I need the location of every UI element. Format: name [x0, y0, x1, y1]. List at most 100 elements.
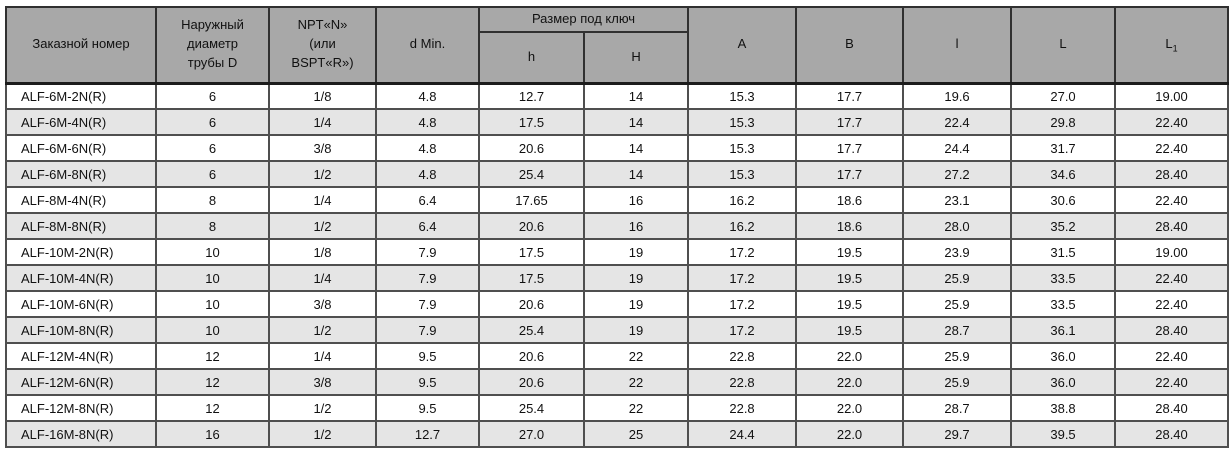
table-cell: 4.8: [375, 82, 480, 110]
table-cell: 17.2: [687, 238, 798, 266]
table-cell: 25.4: [478, 160, 585, 188]
table-cell: 17.5: [478, 108, 585, 136]
table-cell: 22.8: [687, 342, 798, 370]
table-cell: 36.0: [1010, 368, 1117, 396]
col-header-order-number: Заказной номер: [5, 6, 157, 84]
table-cell: 18.6: [795, 186, 905, 214]
col-header-thread: NPT«N» (или BSPT«R»): [268, 6, 377, 84]
col-header-l1: L1: [1114, 6, 1230, 84]
table-cell: 31.7: [1010, 134, 1117, 162]
table-cell: 14: [582, 82, 690, 110]
cell-order-number: ALF-10M-6N(R): [5, 290, 157, 318]
table-cell: 1/8: [268, 238, 377, 266]
table-row: ALF-16M-8N(R) 16 1/2 12.7 27.0 25 24.4 22.0 29.7…: [5, 420, 1230, 448]
table-cell: 23.9: [902, 238, 1013, 266]
cell-order-number: ALF-6M-6N(R): [5, 134, 157, 162]
table-row: ALF-12M-6N(R) 12 3/8 9.5 20.6 22 22.8 22.0 25.9 3…: [5, 368, 1230, 396]
col-header-a: A: [687, 6, 798, 84]
table-cell: 16: [582, 186, 690, 214]
table-cell: 22.40: [1114, 134, 1230, 162]
table-cell: 10: [155, 238, 270, 266]
col-header-l1-base: L: [1165, 36, 1173, 52]
table-cell: 7.9: [375, 316, 480, 344]
table-cell: 6.4: [375, 212, 480, 240]
table-cell: 24.4: [902, 134, 1013, 162]
table-cell: 22.0: [795, 420, 905, 448]
table-cell: 20.6: [478, 134, 585, 162]
cell-order-number: ALF-12M-6N(R): [5, 368, 157, 396]
table-cell: 19.00: [1114, 238, 1230, 266]
table-cell: 1/2: [268, 394, 377, 422]
table-cell: 17.7: [795, 82, 905, 110]
table-cell: 17.2: [687, 290, 798, 318]
table-cell: 35.2: [1010, 212, 1117, 240]
table-cell: 18.6: [795, 212, 905, 240]
table-cell: 19: [582, 238, 690, 266]
table-cell: 1/8: [268, 82, 377, 110]
table-cell: 17.7: [795, 134, 905, 162]
table-cell: 12.7: [478, 82, 585, 110]
table-cell: 20.6: [478, 342, 585, 370]
table-cell: 6: [155, 160, 270, 188]
table-cell: 25.9: [902, 264, 1013, 292]
table-cell: 1/4: [268, 264, 377, 292]
col-header-h-upper: H: [582, 31, 690, 84]
table-cell: 19: [582, 316, 690, 344]
table-cell: 12: [155, 368, 270, 396]
table-cell: 1/2: [268, 160, 377, 188]
cell-order-number: ALF-10M-2N(R): [5, 238, 157, 266]
table-cell: 22.40: [1114, 108, 1230, 136]
cell-order-number: ALF-6M-4N(R): [5, 108, 157, 136]
table-cell: 19.00: [1114, 82, 1230, 110]
col-header-l-upper: L: [1010, 6, 1117, 84]
table-cell: 16.2: [687, 186, 798, 214]
table-cell: 39.5: [1010, 420, 1117, 448]
cell-order-number: ALF-8M-4N(R): [5, 186, 157, 214]
table-cell: 15.3: [687, 160, 798, 188]
table-cell: 17.5: [478, 238, 585, 266]
table-cell: 1/4: [268, 342, 377, 370]
table-cell: 10: [155, 290, 270, 318]
table-cell: 14: [582, 160, 690, 188]
table-cell: 14: [582, 108, 690, 136]
table-cell: 22.0: [795, 368, 905, 396]
table-cell: 17.7: [795, 160, 905, 188]
header-row-top: Заказной номер Наружный диаметр трубы D …: [5, 6, 1230, 84]
cell-order-number: ALF-10M-4N(R): [5, 264, 157, 292]
table-cell: 1/2: [268, 212, 377, 240]
col-header-wrench-size-group: Размер под ключ: [477, 6, 690, 33]
table-cell: 36.1: [1010, 316, 1117, 344]
col-header-d-min: d Min.: [375, 6, 480, 84]
table-cell: 4.8: [375, 160, 480, 188]
table-cell: 22.4: [902, 108, 1013, 136]
col-header-l-lower: l: [902, 6, 1013, 84]
table-cell: 17.7: [795, 108, 905, 136]
table-row: ALF-10M-2N(R) 10 1/8 7.9 17.5 19 17.2 19.5 23.9 3…: [5, 238, 1230, 266]
table-cell: 22: [582, 368, 690, 396]
table-row: ALF-10M-6N(R) 10 3/8 7.9 20.6 19 17.2 19.5 25.9 3…: [5, 290, 1230, 318]
table-cell: 36.0: [1010, 342, 1117, 370]
table-row: ALF-6M-6N(R) 6 3/8 4.8 20.6 14 15.3 17.7 24.4 31.…: [5, 134, 1230, 162]
table-cell: 6: [155, 134, 270, 162]
table-cell: 29.8: [1010, 108, 1117, 136]
table-cell: 7.9: [375, 290, 480, 318]
table-cell: 19.5: [795, 316, 905, 344]
table-cell: 4.8: [375, 134, 480, 162]
table-cell: 1/4: [268, 186, 377, 214]
table-cell: 17.65: [478, 186, 585, 214]
table-body: ALF-6M-2N(R) 6 1/8 4.8 12.7 14 15.3 17.7 19.6 27.…: [5, 82, 1230, 448]
table-cell: 22: [582, 342, 690, 370]
header-row-sub: h H: [6, 31, 1228, 84]
table-cell: 1/4: [268, 108, 377, 136]
table-cell: 14: [582, 134, 690, 162]
table-cell: 3/8: [268, 290, 377, 318]
table-cell: 17.2: [687, 316, 798, 344]
table-cell: 19.5: [795, 290, 905, 318]
table-cell: 25.9: [902, 368, 1013, 396]
table-cell: 6: [155, 108, 270, 136]
table-cell: 22.0: [795, 394, 905, 422]
table-cell: 30.6: [1010, 186, 1117, 214]
table-cell: 22.8: [687, 394, 798, 422]
table-cell: 28.40: [1114, 420, 1230, 448]
